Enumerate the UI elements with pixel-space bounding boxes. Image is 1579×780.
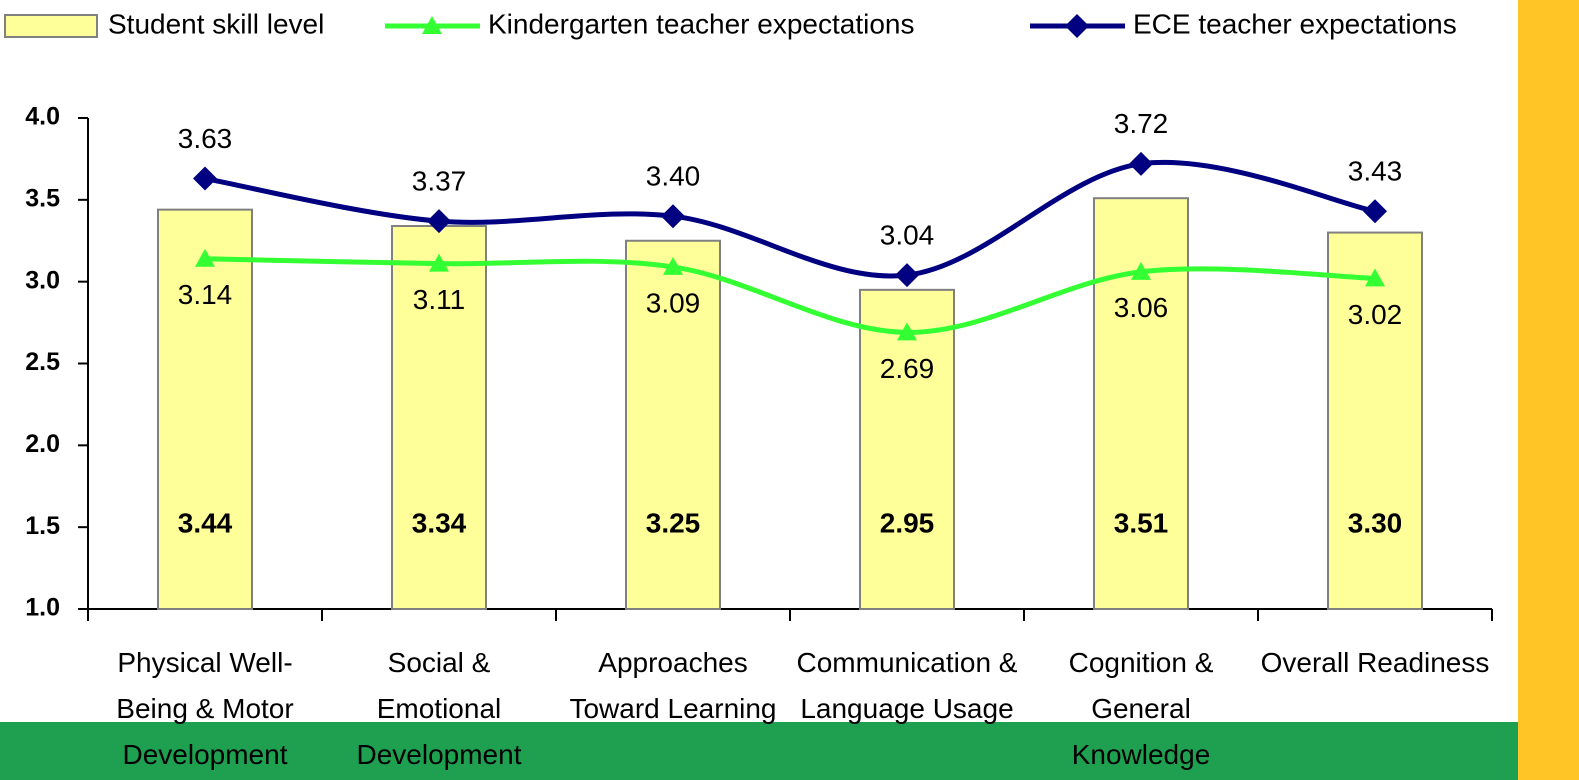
point-value-label: 3.09 — [646, 287, 701, 318]
point-value-label: 3.06 — [1114, 292, 1169, 323]
point — [427, 209, 451, 234]
legend-swatch — [4, 14, 98, 38]
x-tick-label: Communication & Language Usage — [796, 647, 1018, 724]
legend-label: Student skill level — [108, 8, 324, 39]
bar — [859, 288, 955, 610]
point — [897, 322, 917, 341]
x-tick-label: Overall Readiness — [1260, 647, 1490, 678]
point — [422, 16, 442, 34]
bar — [1327, 231, 1423, 610]
side-band — [1518, 0, 1579, 780]
y-tick-label: 3.5 — [25, 184, 60, 212]
bar — [1093, 197, 1189, 611]
bar-value-label: 3.30 — [1348, 507, 1403, 538]
point — [1365, 268, 1385, 287]
bar — [157, 208, 253, 611]
point — [1129, 151, 1153, 176]
point — [1363, 199, 1387, 224]
point — [1131, 261, 1151, 280]
y-tick-label: 1.0 — [25, 594, 60, 622]
point-value-label: 3.14 — [178, 279, 233, 310]
point — [429, 253, 449, 272]
legend-label: ECE teacher expectations — [1133, 8, 1457, 39]
bar-value-label: 3.34 — [412, 507, 467, 538]
bar — [625, 239, 721, 610]
footer-band — [0, 722, 1518, 780]
y-tick-label: 2.5 — [25, 348, 60, 376]
bar-value-label: 3.25 — [646, 507, 701, 538]
y-tick-label: 4.0 — [25, 103, 60, 131]
y-tick-label: 2.0 — [25, 430, 60, 458]
y-tick-label: 1.5 — [25, 512, 60, 540]
point-value-label: 3.37 — [412, 166, 467, 197]
point — [663, 256, 683, 275]
point-value-label: 2.69 — [880, 353, 935, 384]
bar-value-label: 3.51 — [1114, 507, 1169, 538]
point-value-label: 3.43 — [1348, 156, 1403, 187]
x-tick-label: Cognition & General Knowledge — [1068, 647, 1214, 770]
point — [1065, 14, 1089, 38]
bar-value-label: 3.44 — [178, 507, 233, 538]
bar — [391, 225, 487, 611]
point-value-label: 3.72 — [1114, 108, 1169, 139]
x-tick-label: Social & Emotional Development — [356, 647, 522, 770]
point — [195, 248, 215, 267]
point-value-label: 3.02 — [1348, 299, 1403, 330]
point — [895, 263, 919, 288]
x-tick-label: Approaches Toward Learning — [569, 647, 777, 724]
bar-value-label: 2.95 — [880, 507, 935, 538]
point — [661, 204, 685, 229]
point — [193, 166, 217, 191]
legend-label: Kindergarten teacher expectations — [488, 8, 915, 39]
y-tick-label: 3.0 — [25, 266, 60, 294]
point-value-label: 3.63 — [178, 123, 233, 154]
point-value-label: 3.11 — [413, 284, 465, 315]
point-value-label: 3.40 — [646, 161, 701, 192]
line — [204, 159, 1376, 279]
line — [204, 256, 1376, 335]
point-value-label: 3.04 — [880, 220, 935, 251]
x-tick-label: Physical Well-Being & Motor Development — [116, 647, 294, 770]
